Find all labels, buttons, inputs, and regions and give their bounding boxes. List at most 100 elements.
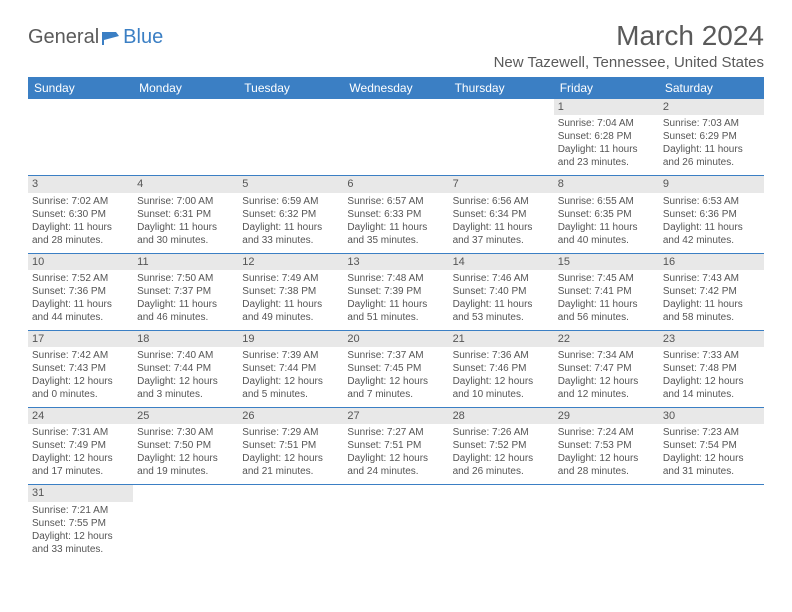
daylight-text: Daylight: 12 hours and 5 minutes. [242, 375, 339, 401]
weekday-header: Wednesday [343, 77, 448, 99]
sunset-text: Sunset: 7:37 PM [137, 285, 234, 298]
daylight-text: Daylight: 12 hours and 28 minutes. [558, 452, 655, 478]
calendar-cell [343, 99, 448, 176]
daylight-text: Daylight: 11 hours and 26 minutes. [663, 143, 760, 169]
sunrise-text: Sunrise: 6:57 AM [347, 195, 444, 208]
day-number: 21 [449, 331, 554, 347]
day-number: 31 [28, 485, 133, 501]
day-number: 23 [659, 331, 764, 347]
sunset-text: Sunset: 7:40 PM [453, 285, 550, 298]
calendar-week-row: 24Sunrise: 7:31 AMSunset: 7:49 PMDayligh… [28, 408, 764, 485]
day-content: Sunrise: 7:21 AMSunset: 7:55 PMDaylight:… [28, 502, 133, 562]
sunset-text: Sunset: 7:54 PM [663, 439, 760, 452]
weekday-header: Tuesday [238, 77, 343, 99]
day-number: 18 [133, 331, 238, 347]
sunrise-text: Sunrise: 7:00 AM [137, 195, 234, 208]
calendar-cell: 17Sunrise: 7:42 AMSunset: 7:43 PMDayligh… [28, 330, 133, 407]
calendar-cell: 13Sunrise: 7:48 AMSunset: 7:39 PMDayligh… [343, 253, 448, 330]
sunset-text: Sunset: 7:51 PM [347, 439, 444, 452]
day-content: Sunrise: 7:52 AMSunset: 7:36 PMDaylight:… [28, 270, 133, 330]
day-number: 15 [554, 254, 659, 270]
logo: General Blue [28, 26, 163, 49]
calendar-cell: 3Sunrise: 7:02 AMSunset: 6:30 PMDaylight… [28, 176, 133, 253]
weekday-header: Monday [133, 77, 238, 99]
day-number: 17 [28, 331, 133, 347]
sunset-text: Sunset: 7:42 PM [663, 285, 760, 298]
calendar-cell: 27Sunrise: 7:27 AMSunset: 7:51 PMDayligh… [343, 408, 448, 485]
sunset-text: Sunset: 7:45 PM [347, 362, 444, 375]
calendar-cell: 2Sunrise: 7:03 AMSunset: 6:29 PMDaylight… [659, 99, 764, 176]
calendar-cell: 29 Sunrise: 7:24 AMSunset: 7:53 PMDayligh… [554, 408, 659, 485]
sunset-text: Sunset: 7:53 PM [558, 439, 655, 452]
sunrise-text: Sunrise: 7:23 AM [663, 426, 760, 439]
day-number: 20 [343, 331, 448, 347]
day-number: 26 [238, 408, 343, 424]
header: General Blue March 2024 New Tazewell, Te… [28, 20, 764, 71]
daylight-text: Daylight: 11 hours and 42 minutes. [663, 221, 760, 247]
weekday-header: Friday [554, 77, 659, 99]
daylight-text: Daylight: 11 hours and 44 minutes. [32, 298, 129, 324]
sunrise-text: Sunrise: 6:56 AM [453, 195, 550, 208]
daylight-text: Daylight: 12 hours and 14 minutes. [663, 375, 760, 401]
daylight-text: Daylight: 12 hours and 0 minutes. [32, 375, 129, 401]
sunrise-text: Sunrise: 7:34 AM [558, 349, 655, 362]
calendar-cell [449, 99, 554, 176]
sunrise-text: Sunrise: 7:43 AM [663, 272, 760, 285]
sunset-text: Sunset: 6:28 PM [558, 130, 655, 143]
calendar-cell: 4Sunrise: 7:00 AMSunset: 6:31 PMDaylight… [133, 176, 238, 253]
calendar-cell: 31Sunrise: 7:21 AMSunset: 7:55 PMDayligh… [28, 485, 133, 562]
daylight-text: Daylight: 12 hours and 19 minutes. [137, 452, 234, 478]
daylight-text: Daylight: 11 hours and 23 minutes. [558, 143, 655, 169]
calendar-cell: 10Sunrise: 7:52 AMSunset: 7:36 PMDayligh… [28, 253, 133, 330]
calendar-cell [449, 485, 554, 562]
sunrise-text: Sunrise: 7:46 AM [453, 272, 550, 285]
day-number: 6 [343, 176, 448, 192]
day-number: 4 [133, 176, 238, 192]
sunset-text: Sunset: 6:36 PM [663, 208, 760, 221]
calendar-table: SundayMondayTuesdayWednesdayThursdayFrid… [28, 77, 764, 562]
day-content: Sunrise: 7:00 AMSunset: 6:31 PMDaylight:… [133, 193, 238, 253]
calendar-cell [238, 485, 343, 562]
day-number: 19 [238, 331, 343, 347]
title-block: March 2024 New Tazewell, Tennessee, Unit… [494, 20, 764, 71]
sunrise-text: Sunrise: 7:42 AM [32, 349, 129, 362]
calendar-cell [133, 485, 238, 562]
sunset-text: Sunset: 7:50 PM [137, 439, 234, 452]
daylight-text: Daylight: 12 hours and 17 minutes. [32, 452, 129, 478]
day-number: 29 [554, 408, 659, 424]
sunrise-text: Sunrise: 7:48 AM [347, 272, 444, 285]
daylight-text: Daylight: 12 hours and 26 minutes. [453, 452, 550, 478]
day-content: Sunrise: 7:34 AMSunset: 7:47 PMDaylight:… [554, 347, 659, 407]
sunrise-text: Sunrise: 7:39 AM [242, 349, 339, 362]
daylight-text: Daylight: 11 hours and 51 minutes. [347, 298, 444, 324]
calendar-cell: 19Sunrise: 7:39 AMSunset: 7:44 PMDayligh… [238, 330, 343, 407]
sunrise-text: Sunrise: 7:04 AM [558, 117, 655, 130]
daylight-text: Daylight: 12 hours and 7 minutes. [347, 375, 444, 401]
day-number: 27 [343, 408, 448, 424]
weekday-header-row: SundayMondayTuesdayWednesdayThursdayFrid… [28, 77, 764, 99]
day-content: Sunrise: 6:53 AMSunset: 6:36 PMDaylight:… [659, 193, 764, 253]
calendar-week-row: 17Sunrise: 7:42 AMSunset: 7:43 PMDayligh… [28, 330, 764, 407]
calendar-cell [238, 99, 343, 176]
day-number: 28 [449, 408, 554, 424]
sunrise-text: Sunrise: 7:24 AM [558, 426, 655, 439]
sunrise-text: Sunrise: 7:49 AM [242, 272, 339, 285]
day-content: Sunrise: 7:45 AMSunset: 7:41 PMDaylight:… [554, 270, 659, 330]
daylight-text: Daylight: 12 hours and 21 minutes. [242, 452, 339, 478]
calendar-cell [659, 485, 764, 562]
daylight-text: Daylight: 11 hours and 37 minutes. [453, 221, 550, 247]
calendar-cell: 26Sunrise: 7:29 AMSunset: 7:51 PMDayligh… [238, 408, 343, 485]
sunrise-text: Sunrise: 7:40 AM [137, 349, 234, 362]
calendar-body: 1Sunrise: 7:04 AMSunset: 6:28 PMDaylight… [28, 99, 764, 562]
day-number: 16 [659, 254, 764, 270]
calendar-cell [554, 485, 659, 562]
daylight-text: Daylight: 11 hours and 56 minutes. [558, 298, 655, 324]
sunrise-text: Sunrise: 7:45 AM [558, 272, 655, 285]
sunrise-text: Sunrise: 7:02 AM [32, 195, 129, 208]
day-content: Sunrise: 6:55 AMSunset: 6:35 PMDaylight:… [554, 193, 659, 253]
calendar-cell [133, 99, 238, 176]
sunset-text: Sunset: 7:47 PM [558, 362, 655, 375]
day-number: 22 [554, 331, 659, 347]
sunrise-text: Sunrise: 7:30 AM [137, 426, 234, 439]
day-content: Sunrise: 7:42 AMSunset: 7:43 PMDaylight:… [28, 347, 133, 407]
